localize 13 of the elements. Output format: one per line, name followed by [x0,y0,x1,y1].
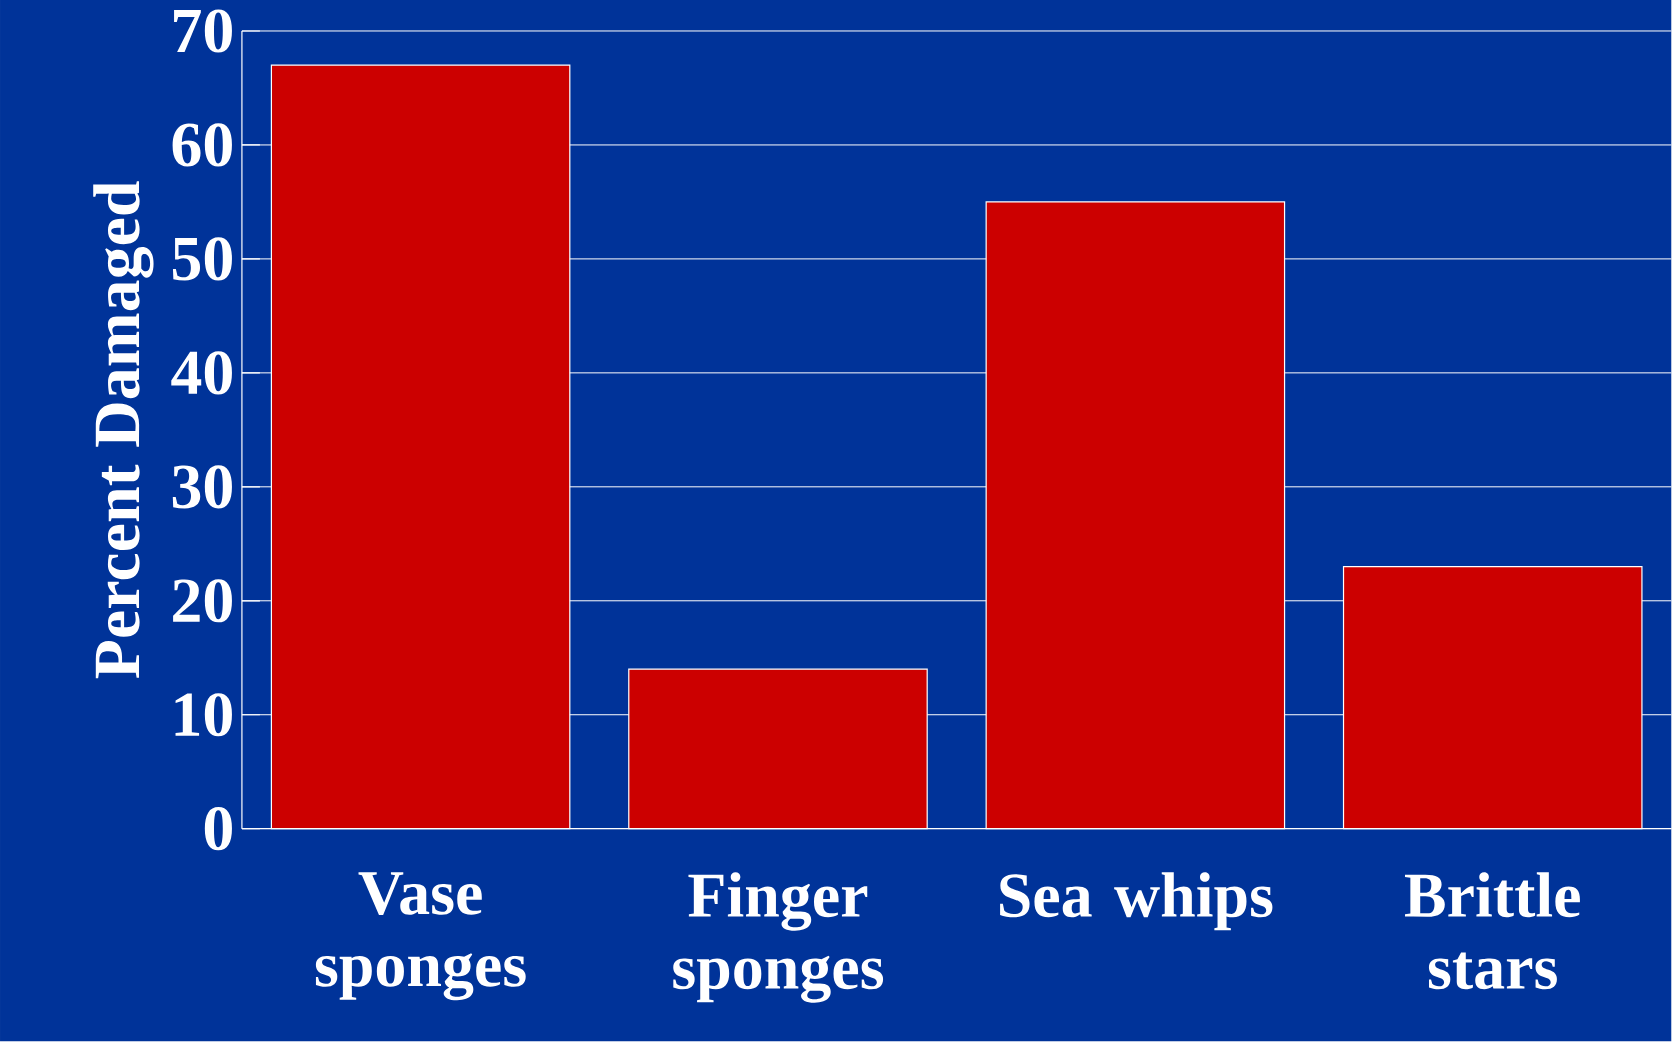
y-tick-label: 40 [171,351,232,395]
x-tick-label: Vase sponges [315,872,526,1001]
y-tick-label: 60 [172,123,232,167]
x-tick-label: Brittle stars [1404,872,1580,990]
x-tick-label: Finger sponges [673,872,884,1003]
x-tick-label: Sea whips [1000,872,1273,931]
y-tick-label: 20 [173,579,232,623]
y-tick-label: 50 [172,237,232,281]
y-tick-label: 0 [204,807,232,851]
y-tick-label: 10 [175,693,232,737]
y-tick-label: 30 [172,465,232,509]
y-tick-label: 70 [174,9,232,53]
y-axis-title: Percent Damaged [93,181,154,679]
